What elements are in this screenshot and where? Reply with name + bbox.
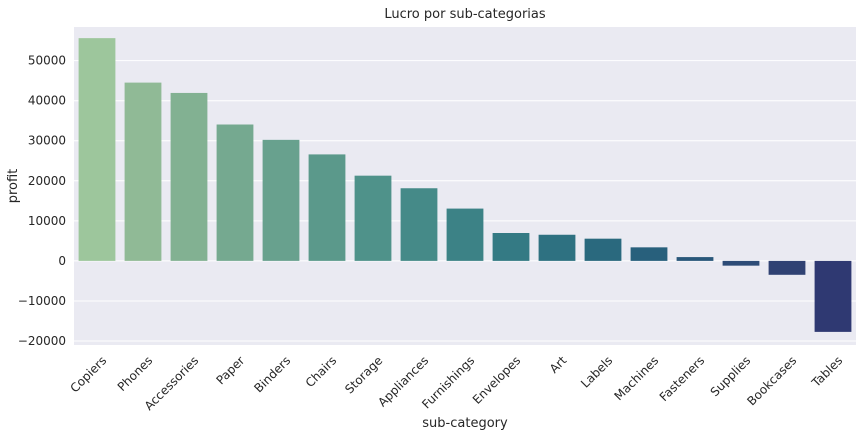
y-tick-label: 40000 xyxy=(28,94,66,108)
bar-phones xyxy=(124,82,162,261)
bar-chairs xyxy=(308,154,346,261)
x-tick-label: Supplies xyxy=(708,353,754,399)
y-tick-label: −20000 xyxy=(18,334,66,348)
y-axis-label: profit xyxy=(6,169,21,204)
x-tick-label: Tables xyxy=(808,353,845,390)
x-tick-label: Chairs xyxy=(303,353,340,390)
bar-storage xyxy=(354,175,392,261)
bar-fasteners xyxy=(676,257,714,261)
x-tick-label: Labels xyxy=(578,353,615,390)
bar-tables xyxy=(814,260,852,332)
bar-art xyxy=(538,234,576,261)
bar-appliances xyxy=(400,188,438,261)
x-tick-label: Bookcases xyxy=(744,353,799,408)
x-tick-label: Copiers xyxy=(67,353,109,395)
bar-bookcases xyxy=(768,260,806,275)
y-tick-label: −10000 xyxy=(18,294,66,308)
x-tick-label: Fasteners xyxy=(657,353,708,404)
bar-binders xyxy=(262,139,300,261)
x-tick-label: Phones xyxy=(115,353,156,394)
bar-supplies xyxy=(722,260,760,266)
bar-envelopes xyxy=(492,233,530,261)
y-tick-labels: −20000 −10000 0 10000 20000 30000 40000 50000 xyxy=(18,54,66,348)
bars xyxy=(78,38,852,332)
x-tick-label: Machines xyxy=(612,353,662,403)
bar-paper xyxy=(216,124,254,261)
chart-title: Lucro por sub-categorias xyxy=(384,7,546,22)
y-tick-label: 30000 xyxy=(28,134,66,148)
bar-copiers xyxy=(78,38,116,261)
x-tick-label: Paper xyxy=(213,353,247,387)
x-tick-label: Storage xyxy=(342,353,385,396)
x-tick-label: Binders xyxy=(251,353,293,395)
bar-accessories xyxy=(170,92,208,261)
bar-machines xyxy=(630,247,668,261)
bar-furnishings xyxy=(446,208,484,261)
x-axis-label: sub-category xyxy=(422,416,508,431)
x-tick-label: Art xyxy=(547,353,570,376)
bar-labels xyxy=(584,238,622,261)
y-tick-label: 20000 xyxy=(28,174,66,188)
y-tick-label: 50000 xyxy=(28,54,66,68)
x-tick-label: Envelopes xyxy=(470,353,523,406)
y-tick-label: 10000 xyxy=(28,214,66,228)
y-tick-label: 0 xyxy=(58,254,66,268)
